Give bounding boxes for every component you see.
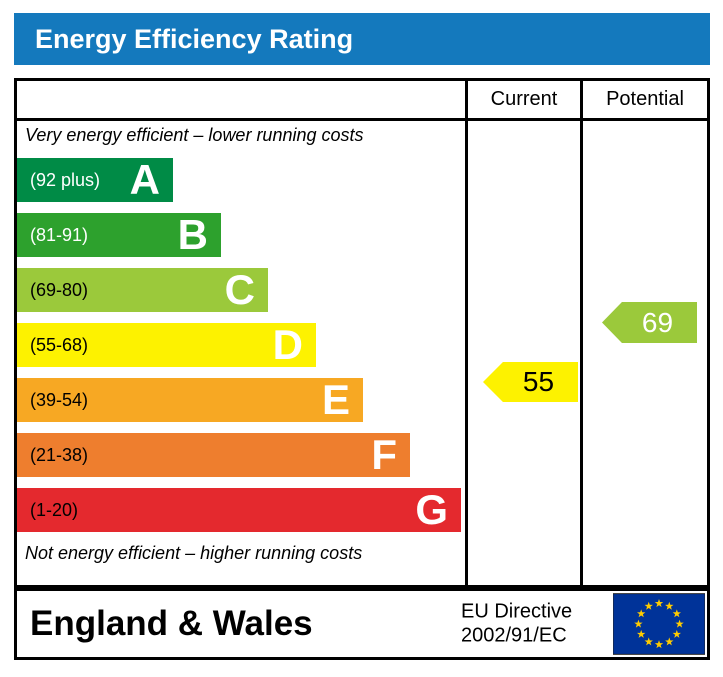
band-b-letter: B <box>177 211 208 258</box>
band-row-e: (39-54) E <box>17 378 363 422</box>
band-g-letter: G <box>415 486 448 533</box>
current-rating-value: 55 <box>522 366 555 397</box>
current-rating-arrow: 55 <box>483 362 578 402</box>
eu-directive-line1: EU Directive <box>461 600 573 623</box>
band-e-letter: E <box>321 376 350 423</box>
band-d-range-label: (55-68) <box>30 334 89 355</box>
potential-rating-value: 69 <box>641 306 674 338</box>
eu-flag-icon <box>612 593 706 655</box>
band-a-letter: A <box>129 156 160 203</box>
band-e-range-label: (39-54) <box>30 389 89 410</box>
band-row-f: (21-38) F <box>17 433 410 477</box>
potential-rating-arrow: 69 <box>602 302 697 343</box>
band-row-g: (1-20) G <box>17 488 461 532</box>
region-label: England & Wales <box>30 604 313 643</box>
eu-directive-label: EU Directive 2002/91/EC <box>461 600 572 647</box>
band-d-letter: D <box>272 321 303 368</box>
top-note: Very energy efficient – lower running co… <box>25 125 364 145</box>
rating-table: Current Potential Very energy efficient … <box>14 78 710 588</box>
eu-directive-line2: 2002/91/EC <box>461 624 567 646</box>
page-title: Energy Efficiency Rating <box>35 23 354 54</box>
header-divider <box>17 118 707 121</box>
title-banner: Energy Efficiency Rating <box>14 13 710 65</box>
bottom-note: Not energy efficient – higher running co… <box>25 543 363 563</box>
band-row-b: (81-91) B <box>17 213 221 257</box>
band-b-range-label: (81-91) <box>30 224 89 245</box>
band-g-range-label: (1-20) <box>30 499 79 520</box>
potential-column-header: Potential <box>606 88 684 110</box>
band-c-letter: C <box>224 266 255 313</box>
band-f-letter: F <box>371 431 397 478</box>
potential-column-divider <box>580 81 583 585</box>
current-column-header: Current <box>490 88 558 110</box>
band-row-d: (55-68) D <box>17 323 316 367</box>
band-row-c: (69-80) C <box>17 268 268 312</box>
band-c-range-label: (69-80) <box>30 279 89 300</box>
footer-bar: England & Wales EU Directive 2002/91/EC <box>14 588 710 660</box>
band-a-range-label: (92 plus) <box>30 169 101 190</box>
band-f-range-label: (21-38) <box>30 444 89 465</box>
band-row-a: (92 plus) A <box>17 158 173 202</box>
current-column-divider <box>465 81 468 585</box>
